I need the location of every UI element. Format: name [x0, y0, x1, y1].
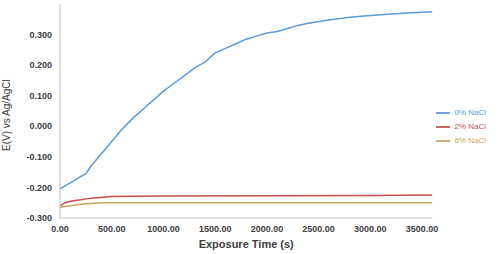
svg-text:Exposure Time (s): Exposure Time (s) [199, 238, 294, 250]
svg-text:2500.00: 2500.00 [302, 224, 335, 234]
svg-text:0.300: 0.300 [29, 30, 52, 40]
svg-text:1500.00: 1500.00 [199, 224, 232, 234]
svg-text:2000.00: 2000.00 [251, 224, 284, 234]
svg-text:0.100: 0.100 [29, 91, 52, 101]
svg-text:3000.00: 3000.00 [354, 224, 387, 234]
svg-text:0.00: 0.00 [51, 224, 69, 234]
svg-text:500.00: 500.00 [98, 224, 126, 234]
html-text:0% NaCl: 0% NaCl [454, 108, 486, 118]
svg-text:-0.100: -0.100 [26, 152, 52, 162]
html-text:2% NaCl: 2% NaCl [454, 122, 486, 132]
svg-text:E(V) vs Ag/AgCl: E(V) vs Ag/AgCl [8, 79, 12, 151]
svg-text:0.000: 0.000 [29, 121, 52, 131]
svg-text:-0.200: -0.200 [26, 183, 52, 193]
html-text:6% NaCl: 6% NaCl [454, 136, 486, 146]
svg-text:0.200: 0.200 [29, 60, 52, 70]
svg-text:3500.00: 3500.00 [406, 224, 439, 234]
svg-text:1000.00: 1000.00 [147, 224, 180, 234]
svg-text:-0.300: -0.300 [26, 213, 52, 223]
